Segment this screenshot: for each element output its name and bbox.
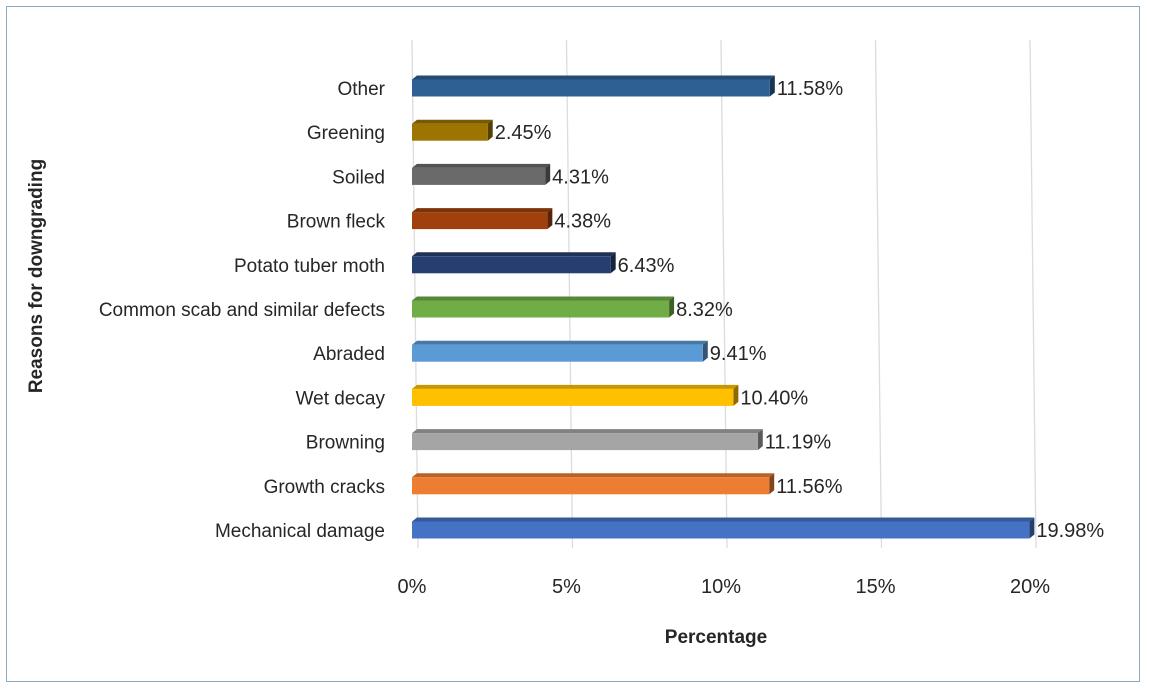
bar-front-face (412, 344, 703, 362)
x-tick-label: 20% (1010, 576, 1050, 598)
bar (412, 473, 775, 495)
bar-front-face (412, 212, 548, 230)
category-labels: Other Greening Soiled Brown fleck Potato tub… (99, 79, 386, 542)
bar-top-face (412, 340, 708, 345)
bar-end-face (757, 429, 763, 451)
bar (412, 296, 675, 318)
bar-front-face (412, 79, 770, 97)
data-label: 19.98% (1036, 520, 1104, 542)
bar-top-face (412, 75, 775, 80)
bar (412, 163, 551, 185)
bar (412, 252, 616, 274)
gridline (1029, 39, 1037, 549)
bar-top-face (412, 208, 553, 213)
bar-front-face (412, 477, 770, 495)
x-axis-title: Percentage (665, 627, 767, 648)
data-label: 9.41% (710, 343, 767, 365)
bar-end-face (610, 252, 616, 274)
bar-top-face (412, 119, 493, 124)
data-label: 2.45% (495, 122, 552, 144)
bar-top-face (412, 473, 775, 478)
bar (412, 517, 1035, 539)
gridlines (411, 39, 1037, 549)
bar-top-face (412, 163, 551, 168)
x-tick-label: 15% (855, 576, 895, 598)
bar-front-face (412, 300, 670, 318)
category-label: Brown fleck (287, 212, 386, 233)
bar-end-face (702, 340, 708, 362)
category-label: Browning (306, 433, 385, 454)
data-label: 10.40% (740, 387, 808, 409)
bar-end-face (487, 119, 493, 141)
category-label: Wet decay (296, 388, 386, 409)
bar-end-face (769, 473, 775, 495)
bar-end-face (769, 75, 775, 97)
x-tick-label: 0% (398, 576, 427, 598)
bar-end-face (547, 208, 553, 230)
category-label: Abraded (313, 344, 385, 365)
bar-front-face (412, 256, 611, 274)
data-label: 8.32% (676, 299, 733, 321)
bar-front-face (412, 388, 734, 406)
gridline (411, 39, 419, 549)
data-label: 11.58% (777, 78, 844, 100)
category-label: Soiled (332, 167, 385, 188)
gridline (720, 39, 728, 549)
bar (412, 340, 708, 362)
category-label: Common scab and similar defects (99, 300, 385, 321)
bar-end-face (669, 296, 675, 318)
bar-top-face (412, 384, 739, 389)
bar (412, 384, 739, 406)
x-tick-labels: 0% 5% 10% 15% 20% (398, 576, 1051, 598)
category-label: Other (337, 79, 385, 100)
category-label: Greening (307, 123, 385, 144)
category-label: Potato tuber moth (234, 256, 385, 277)
y-axis-title: Reasons for downgrading (26, 159, 47, 393)
bar-front-face (412, 123, 488, 141)
gridline (874, 39, 883, 549)
bar-end-face (545, 163, 551, 185)
gridline (565, 39, 574, 549)
bar-front-face (412, 433, 758, 451)
bar (412, 119, 493, 141)
bar (412, 75, 775, 97)
data-label: 4.31% (552, 166, 609, 188)
data-label: 4.38% (554, 211, 611, 233)
bars (412, 75, 1035, 539)
bar-front-face (412, 521, 1030, 539)
data-label: 11.56% (776, 476, 843, 498)
bar-top-face (412, 517, 1035, 522)
data-label: 11.19% (765, 432, 832, 454)
bar-end-face (1029, 517, 1035, 539)
data-label: 6.43% (618, 255, 675, 277)
bar-top-face (412, 296, 675, 301)
category-label: Growth cracks (264, 477, 385, 498)
bar-end-face (733, 384, 739, 406)
x-tick-label: 5% (552, 576, 581, 598)
bar-top-face (412, 252, 616, 257)
bar-top-face (412, 429, 763, 434)
x-tick-label: 10% (701, 576, 741, 598)
data-labels: 11.58% 2.45%4.31% 4.38% 6.43%8.32% 9.41% 10.4… (495, 78, 1105, 542)
category-label: Mechanical damage (215, 521, 385, 542)
bar (412, 429, 763, 451)
bar (412, 208, 553, 230)
bar-front-face (412, 167, 546, 185)
